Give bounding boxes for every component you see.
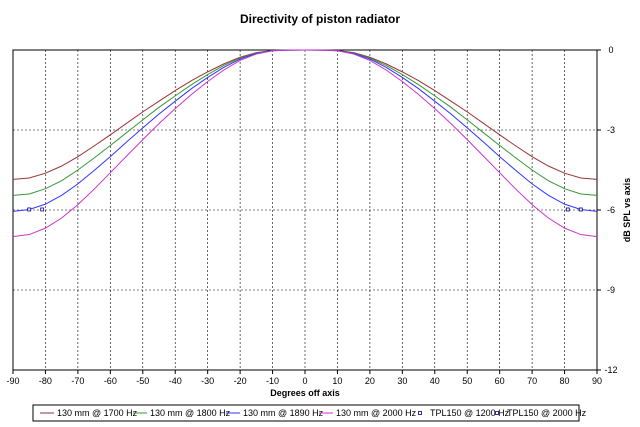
y-tick-label: -3 — [607, 125, 615, 135]
x-tick-label: -40 — [169, 376, 182, 386]
series-marker-4 — [27, 207, 32, 212]
legend-label: 130 mm @ 1700 Hz — [57, 408, 138, 418]
legend-label: 130 mm @ 2000 Hz — [336, 408, 417, 418]
y-tick-label: -9 — [607, 285, 615, 295]
legend-label: 130 mm @ 1800 Hz — [150, 408, 231, 418]
legend-label: 130 mm @ 1890 Hz — [243, 408, 324, 418]
y-axis-label: dB SPL vs axis — [622, 178, 632, 242]
legend-label: TPL150 @ 2000 Hz — [507, 408, 587, 418]
chart-title: Directivity of piston radiator — [240, 12, 400, 26]
legend: 130 mm @ 1700 Hz 130 mm @ 1800 Hz 130 mm @… — [40, 408, 587, 418]
x-tick-label: -90 — [6, 376, 19, 386]
x-tick-label: 90 — [592, 376, 602, 386]
legend-marker — [418, 411, 422, 415]
x-tick-label: -60 — [104, 376, 117, 386]
x-tick-label: -80 — [39, 376, 52, 386]
grid — [12, 49, 598, 371]
x-tick-label: 50 — [462, 376, 472, 386]
y-tick-label: -6 — [607, 205, 615, 215]
x-tick-label: 0 — [302, 376, 307, 386]
x-tick-label: 40 — [430, 376, 440, 386]
x-tick-label: -70 — [71, 376, 84, 386]
tick-labels: -90 -80 -70 -60 -50 -40 -30 -20 -10 0 10 20 30 40 50 60… — [6, 45, 617, 386]
y-tick-label: 0 — [608, 45, 613, 55]
series-marker-4 — [565, 207, 570, 212]
y-tick-label: -12 — [604, 365, 617, 375]
x-tick-label: 30 — [397, 376, 407, 386]
x-tick-label: -10 — [266, 376, 279, 386]
legend-box — [32, 404, 580, 422]
series-layer — [12, 49, 598, 238]
x-axis-label: Degrees off axis — [270, 388, 340, 398]
series-marker-4 — [578, 207, 583, 212]
x-tick-label: 20 — [365, 376, 375, 386]
legend-label: TPL150 @ 1200 Hz — [430, 408, 510, 418]
x-tick-label: -50 — [136, 376, 149, 386]
x-tick-label: -30 — [201, 376, 214, 386]
x-tick-label: 80 — [560, 376, 570, 386]
series-marker-4 — [40, 207, 45, 212]
legend-marker — [495, 411, 499, 415]
series-line-3 — [12, 49, 598, 238]
x-tick-label: 10 — [332, 376, 342, 386]
x-tick-label: -20 — [234, 376, 247, 386]
x-tick-label: 70 — [527, 376, 537, 386]
x-tick-label: 60 — [495, 376, 505, 386]
